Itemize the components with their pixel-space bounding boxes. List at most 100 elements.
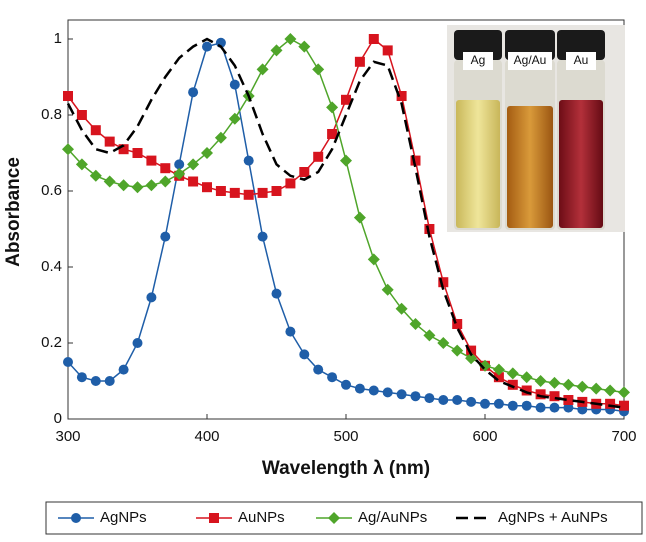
- x-tick-label: 600: [472, 428, 497, 445]
- marker: [202, 41, 212, 52]
- marker: [174, 159, 185, 170]
- marker: [438, 277, 449, 288]
- marker: [326, 101, 339, 114]
- x-axis-title: Wavelength λ (nm): [262, 458, 430, 479]
- marker: [410, 391, 421, 402]
- inset-label: Ag: [471, 53, 486, 67]
- marker: [104, 136, 115, 147]
- marker: [228, 112, 241, 125]
- marker: [285, 178, 296, 189]
- marker: [76, 110, 87, 120]
- marker: [187, 158, 200, 171]
- marker: [618, 386, 630, 399]
- legend: AgNPs AuNPs Ag/AuNPs AgNPs + AuNPs: [58, 509, 608, 526]
- vial-liquid: [507, 106, 553, 228]
- marker: [103, 175, 116, 188]
- marker: [521, 400, 532, 411]
- marker: [271, 288, 282, 299]
- inset-label: Au: [574, 53, 589, 67]
- marker: [576, 380, 589, 393]
- marker: [521, 385, 532, 396]
- marker: [493, 398, 504, 409]
- marker: [466, 345, 477, 356]
- marker: [520, 371, 533, 384]
- legend-label: AgNPs + AuNPs: [498, 509, 608, 526]
- marker: [160, 231, 171, 242]
- marker: [465, 352, 478, 365]
- marker: [619, 400, 629, 411]
- marker: [117, 179, 130, 192]
- marker: [63, 357, 73, 367]
- marker: [577, 404, 588, 415]
- x-tick-label: 500: [333, 428, 358, 445]
- marker: [132, 148, 143, 158]
- marker: [507, 379, 518, 390]
- marker: [201, 147, 213, 159]
- marker: [535, 402, 546, 413]
- marker: [160, 163, 171, 174]
- marker: [368, 34, 379, 44]
- marker: [188, 87, 199, 98]
- y-tick-label: 0.4: [41, 258, 62, 275]
- marker: [76, 372, 87, 383]
- marker: [313, 151, 324, 162]
- marker: [256, 63, 269, 76]
- plot-area: 300 400 500 600 700 0 0.2 0.4 0.6 0.8 1: [41, 19, 637, 445]
- marker: [423, 329, 436, 342]
- marker: [396, 91, 407, 101]
- marker: [549, 402, 560, 413]
- marker: [437, 337, 450, 349]
- marker: [327, 372, 338, 383]
- marker: [507, 400, 518, 411]
- marker: [409, 318, 422, 330]
- y-tick-label: 0: [54, 410, 62, 427]
- vial-liquid: [456, 100, 500, 228]
- marker: [284, 33, 297, 45]
- marker: [209, 513, 219, 523]
- marker: [145, 179, 158, 192]
- marker: [285, 326, 296, 337]
- marker: [562, 378, 575, 391]
- marker: [367, 253, 380, 266]
- marker: [395, 302, 408, 315]
- legend-label: Ag/AuNPs: [358, 509, 427, 526]
- marker: [605, 398, 616, 409]
- marker: [75, 158, 88, 171]
- marker: [214, 131, 227, 144]
- marker: [131, 181, 144, 194]
- marker: [159, 175, 172, 188]
- inset-photo: Ag Ag/Au Au: [447, 25, 625, 232]
- marker: [313, 364, 324, 375]
- marker: [215, 186, 226, 196]
- marker: [451, 344, 464, 357]
- vial-label: [508, 52, 552, 70]
- marker: [104, 376, 115, 386]
- marker: [132, 338, 143, 348]
- inset-label: Ag/Au: [514, 53, 547, 67]
- marker: [63, 91, 73, 101]
- marker: [243, 189, 254, 200]
- marker: [118, 144, 129, 155]
- marker: [382, 387, 393, 398]
- marker: [71, 513, 81, 523]
- marker: [506, 367, 519, 380]
- marker: [229, 79, 240, 90]
- marker: [90, 125, 101, 136]
- marker: [534, 375, 547, 387]
- marker: [590, 382, 603, 395]
- marker: [604, 384, 617, 397]
- marker: [563, 402, 574, 413]
- marker: [466, 396, 477, 407]
- vial-label: [566, 52, 596, 70]
- marker: [118, 364, 129, 375]
- marker: [492, 363, 505, 376]
- marker: [257, 187, 268, 198]
- marker: [548, 376, 561, 389]
- marker: [271, 186, 282, 196]
- vial-liquid: [559, 100, 603, 228]
- marker: [299, 349, 310, 360]
- marker: [173, 167, 186, 180]
- marker: [479, 359, 491, 372]
- legend-label: AuNPs: [238, 509, 285, 526]
